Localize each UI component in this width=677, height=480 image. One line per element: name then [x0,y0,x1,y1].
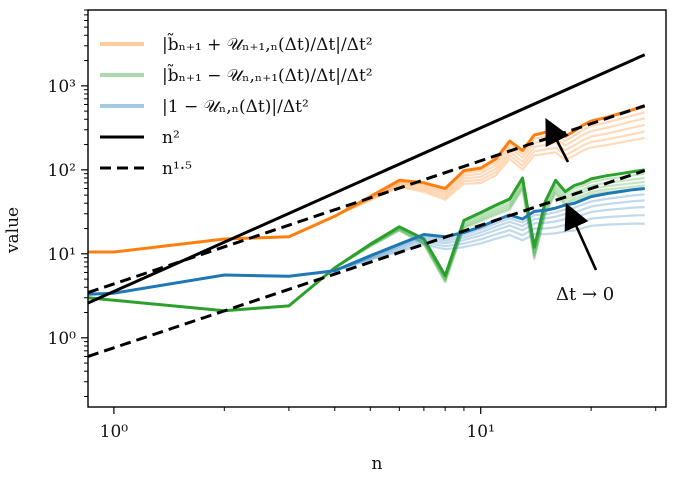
series-line-3 [88,53,646,305]
annotation-text: Δt → 0 [556,284,614,305]
series-line-4 [88,169,646,358]
y-tick-label: 10¹ [48,245,76,265]
annotation-arrow-lower [564,202,598,271]
x-axis-label: n [372,454,383,474]
series-layer [88,53,646,358]
ticks-layer: 10⁰ 10¹ 10⁰ 10¹ 10² 10³ [48,9,657,442]
y-tick-label: 10² [48,161,76,181]
series-line-1 [88,168,645,313]
legend: |b̃ₙ₊₁ + 𝒰ₙ₊₁,ₙ(Δt)/Δt|/Δt² |b̃ₙ₊₁ − 𝒰ₙ,ₙ… [100,33,373,179]
series-line-0 [88,104,646,254]
x-tick-label: 10⁰ [100,422,129,442]
legend-label-1: |b̃ₙ₊₁ − 𝒰ₙ,ₙ₊₁(Δt)/Δt|/Δt² [162,64,373,86]
legend-label-2: |1 − 𝒰ₙ,ₙ(Δt)|/Δt² [162,97,309,117]
annotation: Δt → 0 [545,118,614,305]
legend-label-0: |b̃ₙ₊₁ + 𝒰ₙ₊₁,ₙ(Δt)/Δt|/Δt² [162,33,373,55]
legend-label-3: n² [162,128,180,148]
legend-label-4: n¹·⁵ [162,159,192,179]
plot-frame [87,9,667,408]
series-line-5 [88,104,646,295]
y-axis-label: value [3,207,23,254]
x-tick-label: 10¹ [466,422,494,442]
y-tick-label: 10³ [48,77,76,97]
y-tick-label: 10⁰ [48,329,77,349]
annotation-arrow-upper [545,118,570,163]
